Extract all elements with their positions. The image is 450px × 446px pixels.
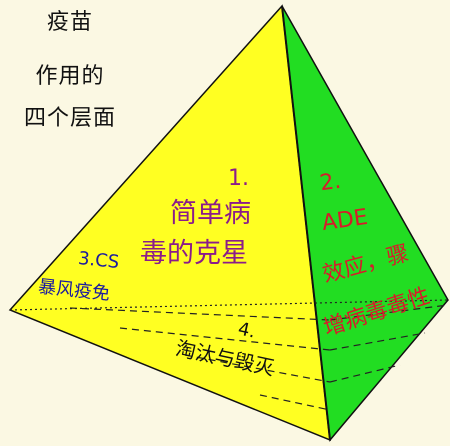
layer4-number: 4.	[236, 318, 258, 343]
side-face-number: 2.	[318, 168, 343, 197]
layer3-number: 3.CS	[77, 247, 121, 274]
layer-line-5	[329, 304, 449, 321]
layer-line-1	[69, 307, 331, 321]
front-face-line-2: 毒的克星	[140, 238, 248, 269]
front-face-number: 1.	[228, 166, 249, 191]
layer-line-3	[184, 354, 331, 383]
title-line-1: 疫苗	[46, 10, 93, 35]
layer-line-7	[329, 364, 401, 383]
title-line-3: 四个层面	[23, 106, 116, 131]
base-dotted-line	[9, 299, 449, 311]
front-edge	[281, 5, 331, 441]
title-line-2: 作用的	[35, 64, 105, 89]
layer-line-6	[329, 332, 426, 351]
front-face-line-1: 简单病	[170, 198, 251, 229]
